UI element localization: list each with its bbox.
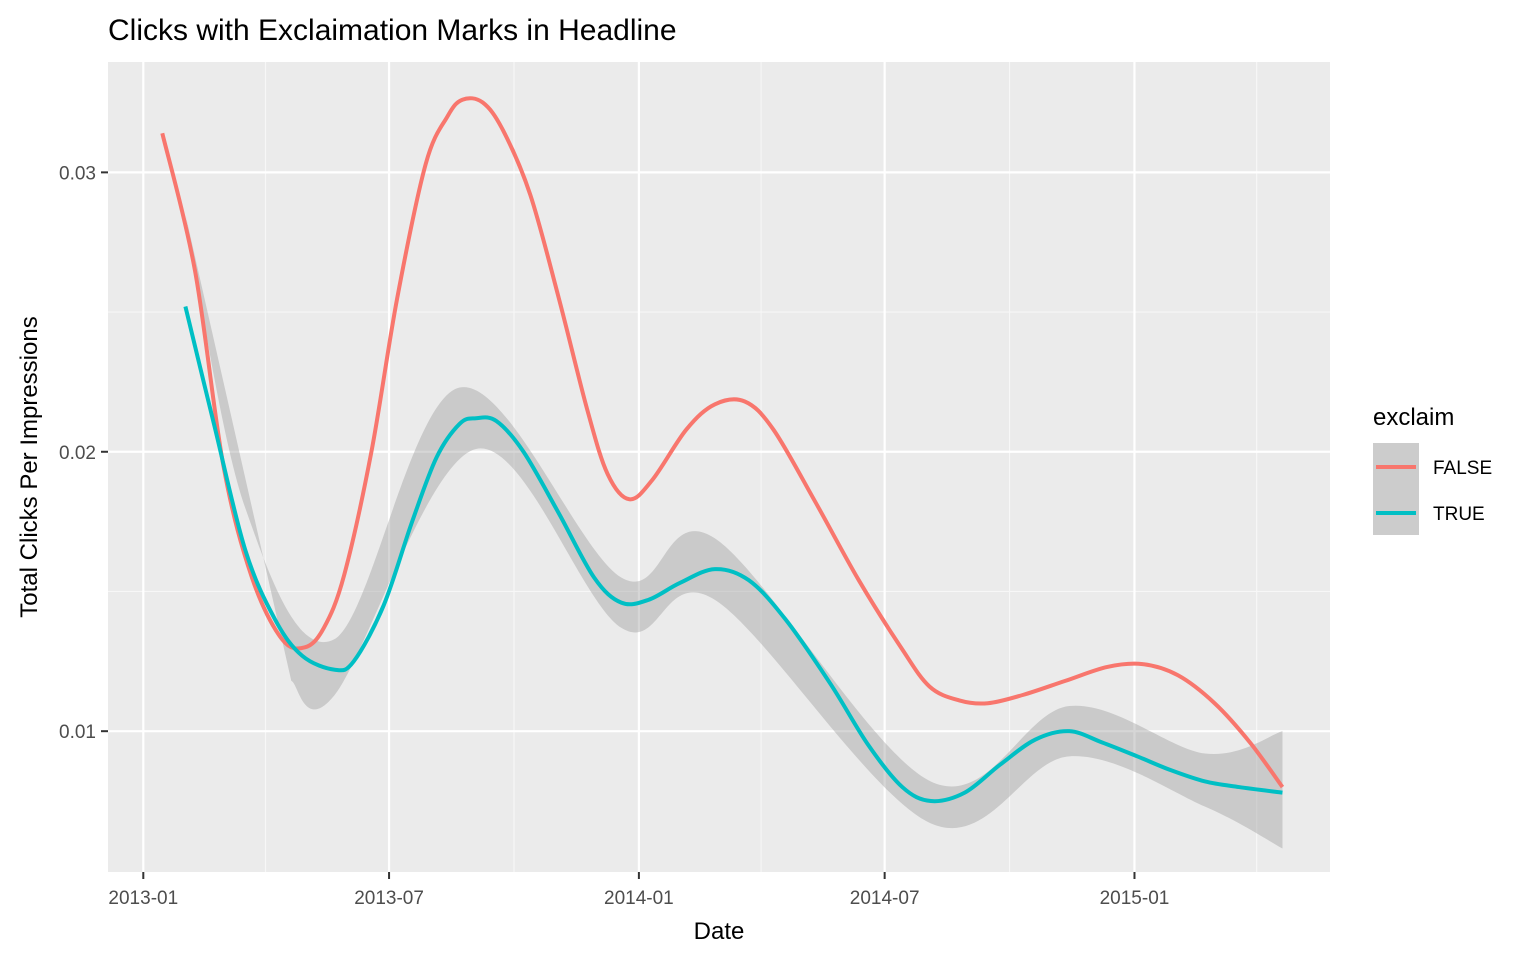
legend-title: exclaim xyxy=(1373,404,1454,431)
legend-label-true: TRUE xyxy=(1433,504,1485,525)
x-tick-label: 2015-01 xyxy=(1100,888,1170,909)
x-axis-title: Date xyxy=(694,918,745,945)
y-tick-label: 0.02 xyxy=(59,443,96,464)
chart-title: Clicks with Exclaimation Marks in Headli… xyxy=(108,14,677,47)
x-tick-label: 2013-01 xyxy=(108,888,178,909)
series-line-false xyxy=(160,96,1285,789)
legend-label-false: FALSE xyxy=(1433,458,1492,479)
series-line-true xyxy=(183,306,1283,804)
x-tick-label: 2014-07 xyxy=(850,888,920,909)
y-tick-label: 0.01 xyxy=(59,722,96,743)
confidence-bands xyxy=(185,214,1283,849)
series-lines xyxy=(160,96,1285,804)
axis-tick-labels: 2013-01 2013-07 2014-01 2014-07 2015-01 0.01 0… xyxy=(59,163,1169,909)
legend-key-background xyxy=(1373,443,1419,535)
minor-gridlines xyxy=(108,62,1330,872)
x-tick-label: 2014-01 xyxy=(604,888,674,909)
x-tick-label: 2013-07 xyxy=(354,888,424,909)
legend: exclaim FALSE TRUE xyxy=(1373,404,1492,535)
axis-ticks xyxy=(101,171,1136,879)
plot-panel xyxy=(108,62,1330,872)
major-gridlines xyxy=(108,62,1330,872)
y-tick-label: 0.03 xyxy=(59,163,96,184)
confidence-band-true xyxy=(185,214,1283,849)
y-axis-title: Total Clicks Per Impressions xyxy=(16,316,43,617)
